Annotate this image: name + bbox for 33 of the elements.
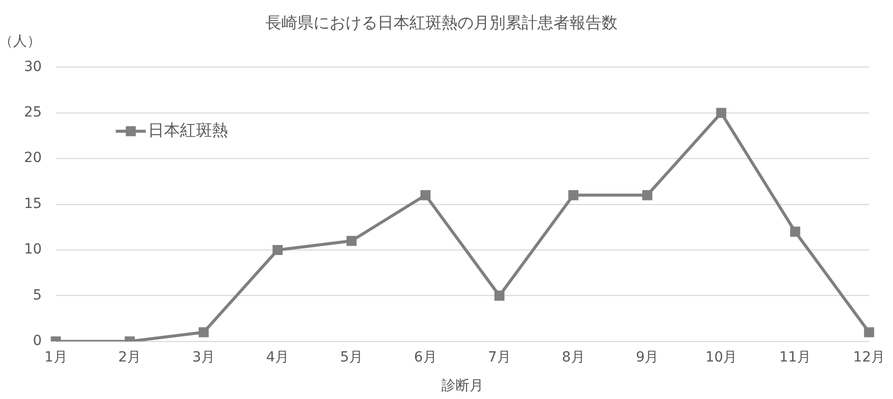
x-tick-label: 12月: [853, 349, 886, 366]
point: [494, 290, 504, 301]
x-tick-label: 5月: [340, 349, 364, 366]
y-tick-label: 15: [24, 196, 42, 212]
x-tick-label: 2月: [118, 349, 142, 366]
y-axis-title: （人）: [0, 34, 41, 50]
x-tick-label: 10月: [705, 349, 738, 366]
point: [346, 236, 357, 246]
point: [272, 244, 283, 256]
point: [790, 226, 800, 237]
point: [198, 327, 209, 338]
point: [642, 190, 652, 200]
legend-label: 日本紅斑熱: [148, 120, 228, 140]
x-tick-label: 3月: [192, 349, 216, 366]
x-tick-label: 9月: [636, 349, 659, 366]
point: [420, 190, 431, 200]
x-tick-label: 6月: [414, 349, 437, 366]
y-tick-label: 5: [32, 287, 42, 304]
x-tick-label: 1月: [44, 349, 68, 366]
y-tick-label: 20: [24, 150, 42, 166]
point: [716, 108, 726, 118]
y-tick-label: 30: [24, 58, 42, 75]
y-tick-label: 0: [32, 333, 42, 350]
x-axis-title: 診断月: [441, 378, 484, 394]
x-tick-label: 7月: [488, 349, 511, 366]
chart-title: 長崎県における日本紅斑熱の月別累計患者報告数: [266, 12, 618, 32]
y-tick-label: 25: [24, 104, 42, 121]
point: [864, 327, 874, 338]
y-tick-label: 10: [24, 242, 42, 258]
x-tick-label: 4月: [266, 349, 290, 366]
x-tick-label: 8月: [562, 349, 585, 366]
point: [568, 190, 578, 200]
x-tick-label: 11月: [779, 349, 812, 366]
